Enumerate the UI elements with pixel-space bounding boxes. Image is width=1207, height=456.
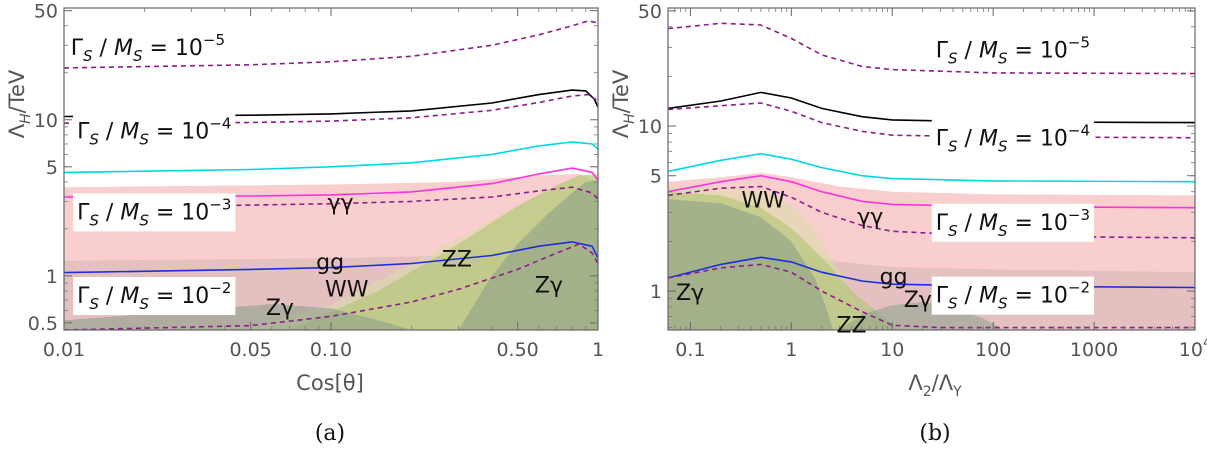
process-label: Zγ: [676, 281, 704, 306]
width-annotation: ΓS / MS = 10−3: [931, 203, 1095, 242]
series-line-1: [64, 141, 598, 174]
panel-caption: (a): [315, 421, 345, 446]
y-tick-label: 10: [34, 110, 58, 132]
process-label: gg: [880, 265, 908, 290]
panel-caption: (b): [919, 421, 950, 446]
process-label: ZZ: [442, 247, 472, 272]
exclusion-region-5: [839, 301, 1005, 330]
series-line-0: [668, 91, 1195, 124]
exclusion-region-4: [64, 304, 412, 330]
series-line-7: [668, 22, 1195, 75]
chart-panel-a: 0.01 0.05 0.10 0.50 1 0.5 1 5 10 50 Cos[θ] ΛH/TeV γγ…: [5, 1, 604, 446]
x-tick-label: 0.10: [310, 339, 352, 361]
process-label: Zγ: [266, 296, 294, 321]
x-tick-label: 100: [975, 339, 1011, 361]
svg-text:ΓS / MS = 10−2: ΓS / MS = 10−2: [77, 279, 231, 313]
plot-frame: [667, 7, 1196, 331]
series-line-7: [64, 20, 598, 69]
process-label: γγ: [857, 205, 883, 230]
x-axis-label: Λ2/ΛY: [908, 371, 962, 400]
y-axis-label: ΛH/TeV: [5, 69, 34, 138]
series-line-2: [64, 167, 598, 198]
plot-area: [668, 22, 1195, 330]
width-annotation: ΓS / MS = 10−2: [73, 277, 236, 316]
series-line-1: [668, 152, 1195, 183]
y-tick-label: 1: [650, 281, 662, 303]
width-annotation: ΓS / MS = 10−5: [71, 31, 225, 65]
x-tick-label: 1: [785, 339, 797, 361]
series-line-5: [191, 186, 598, 207]
width-annotation: ΓS / MS = 10−3: [73, 193, 236, 232]
y-tick-label: 5: [46, 157, 58, 179]
y-tick-label: 5: [650, 166, 662, 188]
x-tick-label: 104: [1179, 336, 1207, 361]
series-line-0: [64, 89, 598, 118]
svg-text:ΓS / MS = 10−5: ΓS / MS = 10−5: [71, 31, 225, 65]
width-annotation: ΓS / MS = 10−2: [931, 276, 1095, 315]
width-annotation: ΓS / MS = 10−4: [931, 119, 1095, 158]
svg-text:ΓS / MS = 10−4: ΓS / MS = 10−4: [936, 122, 1090, 156]
x-tick-label: 0.50: [496, 339, 538, 361]
process-label: Zγ: [535, 274, 563, 299]
process-label: WW: [741, 189, 785, 214]
series-line-3: [64, 241, 598, 274]
x-tick-label: 1000: [1070, 339, 1118, 361]
exclusion-region-5: [458, 180, 598, 330]
y-tick-label: 0.5: [28, 313, 58, 335]
series-line-6: [64, 93, 598, 124]
svg-text:ΓS / MS = 10−5: ΓS / MS = 10−5: [936, 34, 1090, 68]
x-tick-label: 0.01: [43, 339, 85, 361]
y-tick-label: 1: [46, 266, 58, 288]
svg-text:ΓS / MS = 10−2: ΓS / MS = 10−2: [936, 279, 1090, 313]
width-annotation: ΓS / MS = 10−4: [73, 112, 236, 151]
y-axis-label: ΛH/TeV: [609, 69, 638, 138]
process-label: γγ: [327, 191, 353, 216]
x-tick-label: 1: [592, 339, 604, 361]
svg-text:ΓS / MS = 10−4: ΓS / MS = 10−4: [77, 114, 231, 148]
svg-text:ΓS / MS = 10−3: ΓS / MS = 10−3: [936, 206, 1090, 240]
process-label: WW: [325, 277, 369, 302]
chart-panel-b: 0.11101001000104151050Λ2/ΛYΛH/TeVWWγγggZ…: [609, 1, 1207, 446]
x-tick-label: 0.05: [229, 339, 271, 361]
svg-text:ΓS / MS = 10−3: ΓS / MS = 10−3: [77, 195, 231, 229]
process-label: gg: [316, 250, 344, 275]
y-tick-label: 50: [638, 1, 662, 23]
series-line-6: [668, 102, 1195, 139]
y-tick-label: 10: [638, 116, 662, 138]
x-tick-label: 0.1: [675, 339, 705, 361]
process-label: ZZ: [836, 314, 866, 339]
process-label: Zγ: [904, 288, 932, 313]
series-line-4: [64, 243, 598, 330]
x-tick-label: 10: [880, 339, 904, 361]
x-axis-label: Cos[θ]: [296, 371, 364, 395]
width-annotation: ΓS / MS = 10−5: [936, 34, 1090, 68]
y-tick-label: 50: [34, 1, 58, 23]
